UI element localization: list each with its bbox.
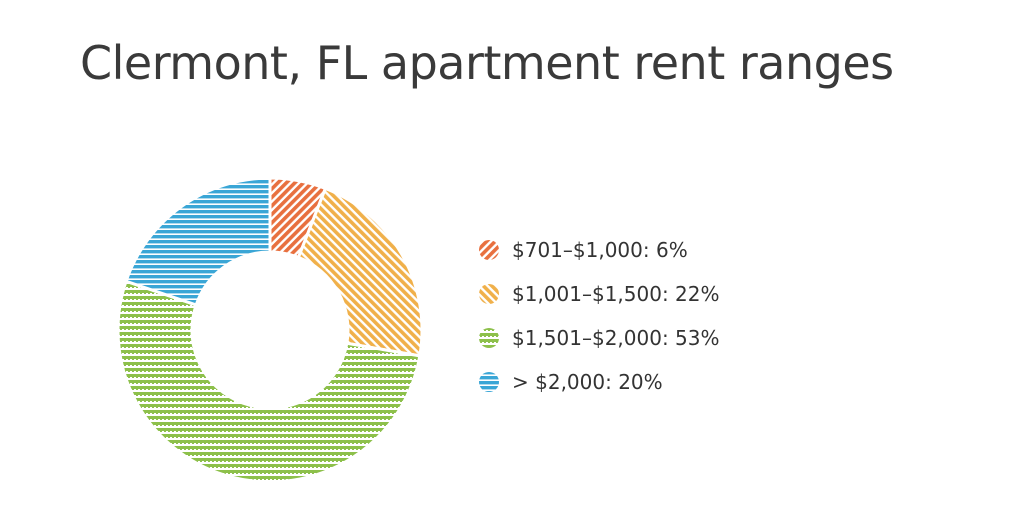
legend-label-3: > $2,000: 20% xyxy=(512,369,663,394)
chart-legend: $701–$1,000: 6% $1,001–$1,500: 22% $1,50… xyxy=(478,238,720,414)
legend-swatch-0 xyxy=(479,239,499,260)
legend-item-0: $701–$1,000: 6% xyxy=(478,237,720,262)
slice-1 xyxy=(296,186,424,358)
legend-item-1: $1,001–$1,500: 22% xyxy=(478,281,720,306)
legend-item-3: > $2,000: 20% xyxy=(478,369,720,394)
legend-label-1: $1,001–$1,500: 22% xyxy=(512,281,720,306)
donut-chart xyxy=(116,176,424,484)
chart-title: Clermont, FL apartment rent ranges xyxy=(80,36,894,90)
legend-swatch-1 xyxy=(479,283,499,304)
legend-swatch-2 xyxy=(479,327,499,348)
slice-2 xyxy=(116,279,422,484)
legend-item-2: $1,501–$2,000: 53% xyxy=(478,325,720,350)
legend-swatch-3 xyxy=(479,371,499,392)
slice-3 xyxy=(124,176,272,307)
legend-label-2: $1,501–$2,000: 53% xyxy=(512,325,720,350)
legend-label-0: $701–$1,000: 6% xyxy=(512,237,688,262)
